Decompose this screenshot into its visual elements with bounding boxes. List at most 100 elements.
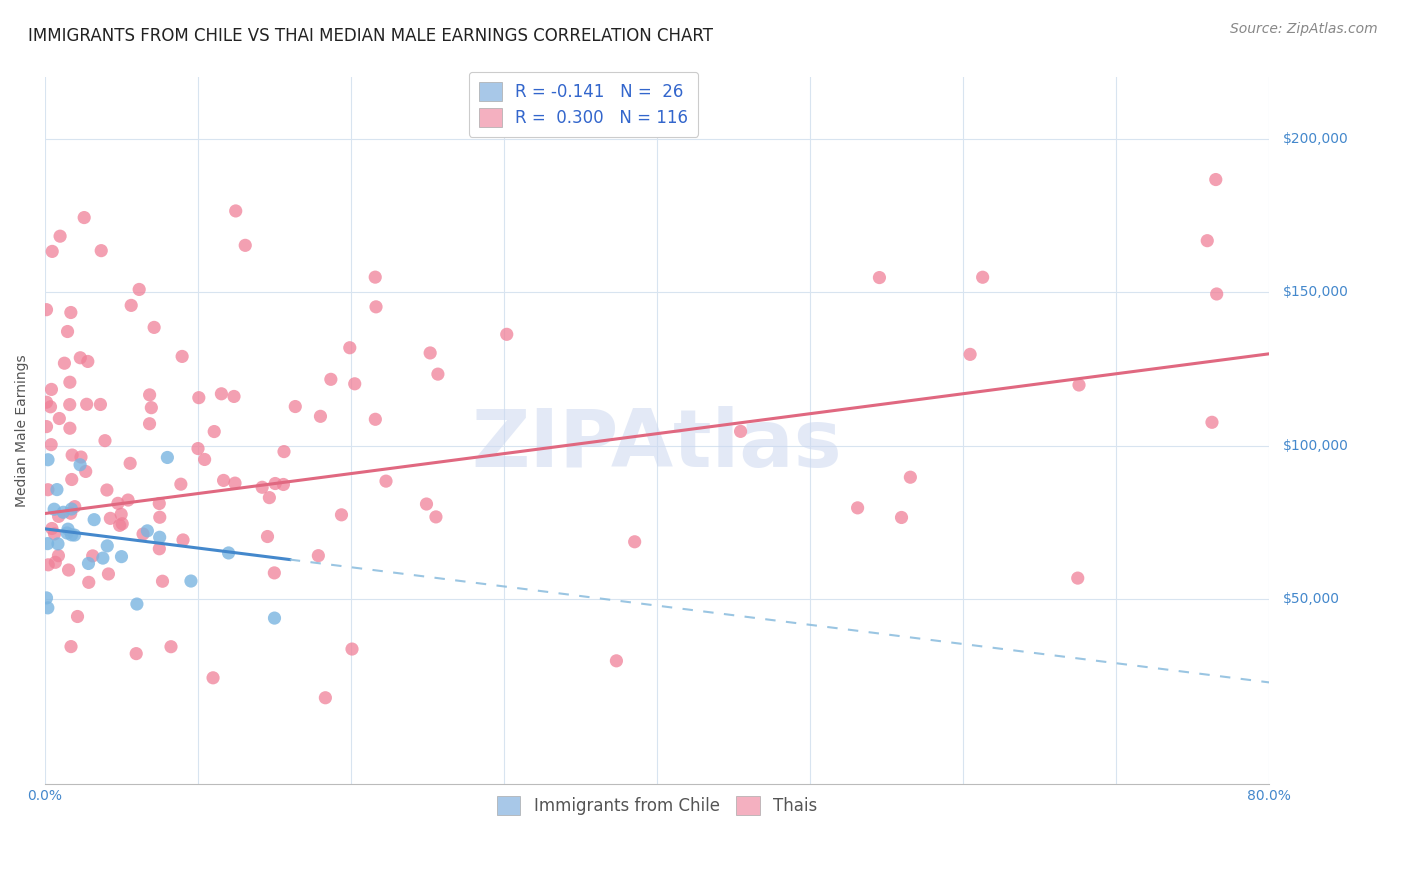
Point: [212, 474, 235, 488]
Point: [224, 476, 246, 491]
Point: [264, 476, 287, 491]
Point: [375, 474, 398, 488]
Point: [69, 351, 91, 365]
Point: [41, 383, 63, 397]
Point: [419, 346, 441, 360]
Point: [125, 597, 148, 611]
Point: [82, 549, 104, 563]
Point: [202, 425, 225, 439]
Point: [187, 391, 209, 405]
Point: [250, 480, 273, 494]
Point: [1067, 378, 1090, 392]
Legend: Immigrants from Chile, Thais: Immigrants from Chile, Thais: [486, 786, 827, 825]
Point: [45, 483, 67, 497]
Point: [730, 425, 752, 439]
Point: [37, 452, 59, 467]
Point: [180, 574, 202, 588]
Point: [48, 549, 70, 563]
Point: [225, 203, 247, 218]
Point: [233, 238, 256, 252]
Point: [110, 549, 132, 564]
Point: [1201, 415, 1223, 429]
Point: [60, 473, 83, 487]
Point: [172, 350, 194, 364]
Point: [187, 442, 209, 456]
Point: [846, 500, 869, 515]
Point: [120, 456, 142, 470]
Text: $100,000: $100,000: [1282, 439, 1348, 453]
Point: [35, 591, 58, 605]
Point: [44, 527, 66, 541]
Point: [35, 302, 58, 317]
Point: [125, 647, 148, 661]
Point: [56, 325, 79, 339]
Point: [128, 282, 150, 296]
Point: [90, 244, 112, 258]
Point: [340, 642, 363, 657]
Point: [218, 546, 240, 560]
Point: [959, 347, 981, 361]
Point: [48, 411, 70, 425]
Point: [117, 493, 139, 508]
Point: [172, 533, 194, 547]
Point: [890, 510, 912, 524]
Point: [56, 526, 79, 541]
Point: [46, 537, 69, 551]
Point: [59, 376, 82, 390]
Text: Source: ZipAtlas.com: Source: ZipAtlas.com: [1230, 22, 1378, 37]
Point: [96, 483, 118, 497]
Point: [37, 536, 59, 550]
Point: [60, 528, 83, 542]
Point: [60, 448, 83, 462]
Point: [330, 508, 353, 522]
Point: [41, 521, 63, 535]
Point: [138, 388, 160, 402]
Point: [37, 558, 59, 572]
Point: [259, 491, 281, 505]
Point: [70, 450, 93, 464]
Point: [94, 434, 117, 448]
Point: [37, 483, 59, 497]
Point: [39, 437, 62, 451]
Point: [314, 690, 336, 705]
Point: [263, 566, 285, 580]
Point: [319, 372, 342, 386]
Text: $200,000: $200,000: [1282, 132, 1348, 146]
Point: [77, 575, 100, 590]
Point: [307, 549, 329, 563]
Point: [35, 419, 58, 434]
Point: [59, 305, 82, 319]
Point: [75, 465, 97, 479]
Point: [339, 341, 361, 355]
Point: [44, 502, 66, 516]
Point: [120, 298, 142, 312]
Point: [605, 654, 627, 668]
Point: [63, 500, 86, 514]
Point: [91, 551, 114, 566]
Text: $50,000: $50,000: [1282, 592, 1340, 607]
Point: [97, 566, 120, 581]
Point: [83, 513, 105, 527]
Point: [209, 386, 232, 401]
Point: [73, 211, 96, 225]
Point: [35, 395, 58, 409]
Y-axis label: Median Male Earnings: Median Male Earnings: [15, 354, 30, 507]
Point: [148, 496, 170, 510]
Point: [39, 400, 62, 414]
Point: [58, 563, 80, 577]
Text: ZIPAtlas: ZIPAtlas: [471, 406, 842, 483]
Point: [194, 452, 217, 467]
Point: [170, 477, 193, 491]
Point: [96, 539, 118, 553]
Point: [143, 320, 166, 334]
Point: [148, 541, 170, 556]
Point: [53, 356, 76, 370]
Point: [273, 444, 295, 458]
Point: [284, 400, 307, 414]
Point: [623, 534, 645, 549]
Point: [108, 518, 131, 533]
Point: [69, 458, 91, 472]
Point: [77, 557, 100, 571]
Point: [415, 497, 437, 511]
Point: [107, 496, 129, 510]
